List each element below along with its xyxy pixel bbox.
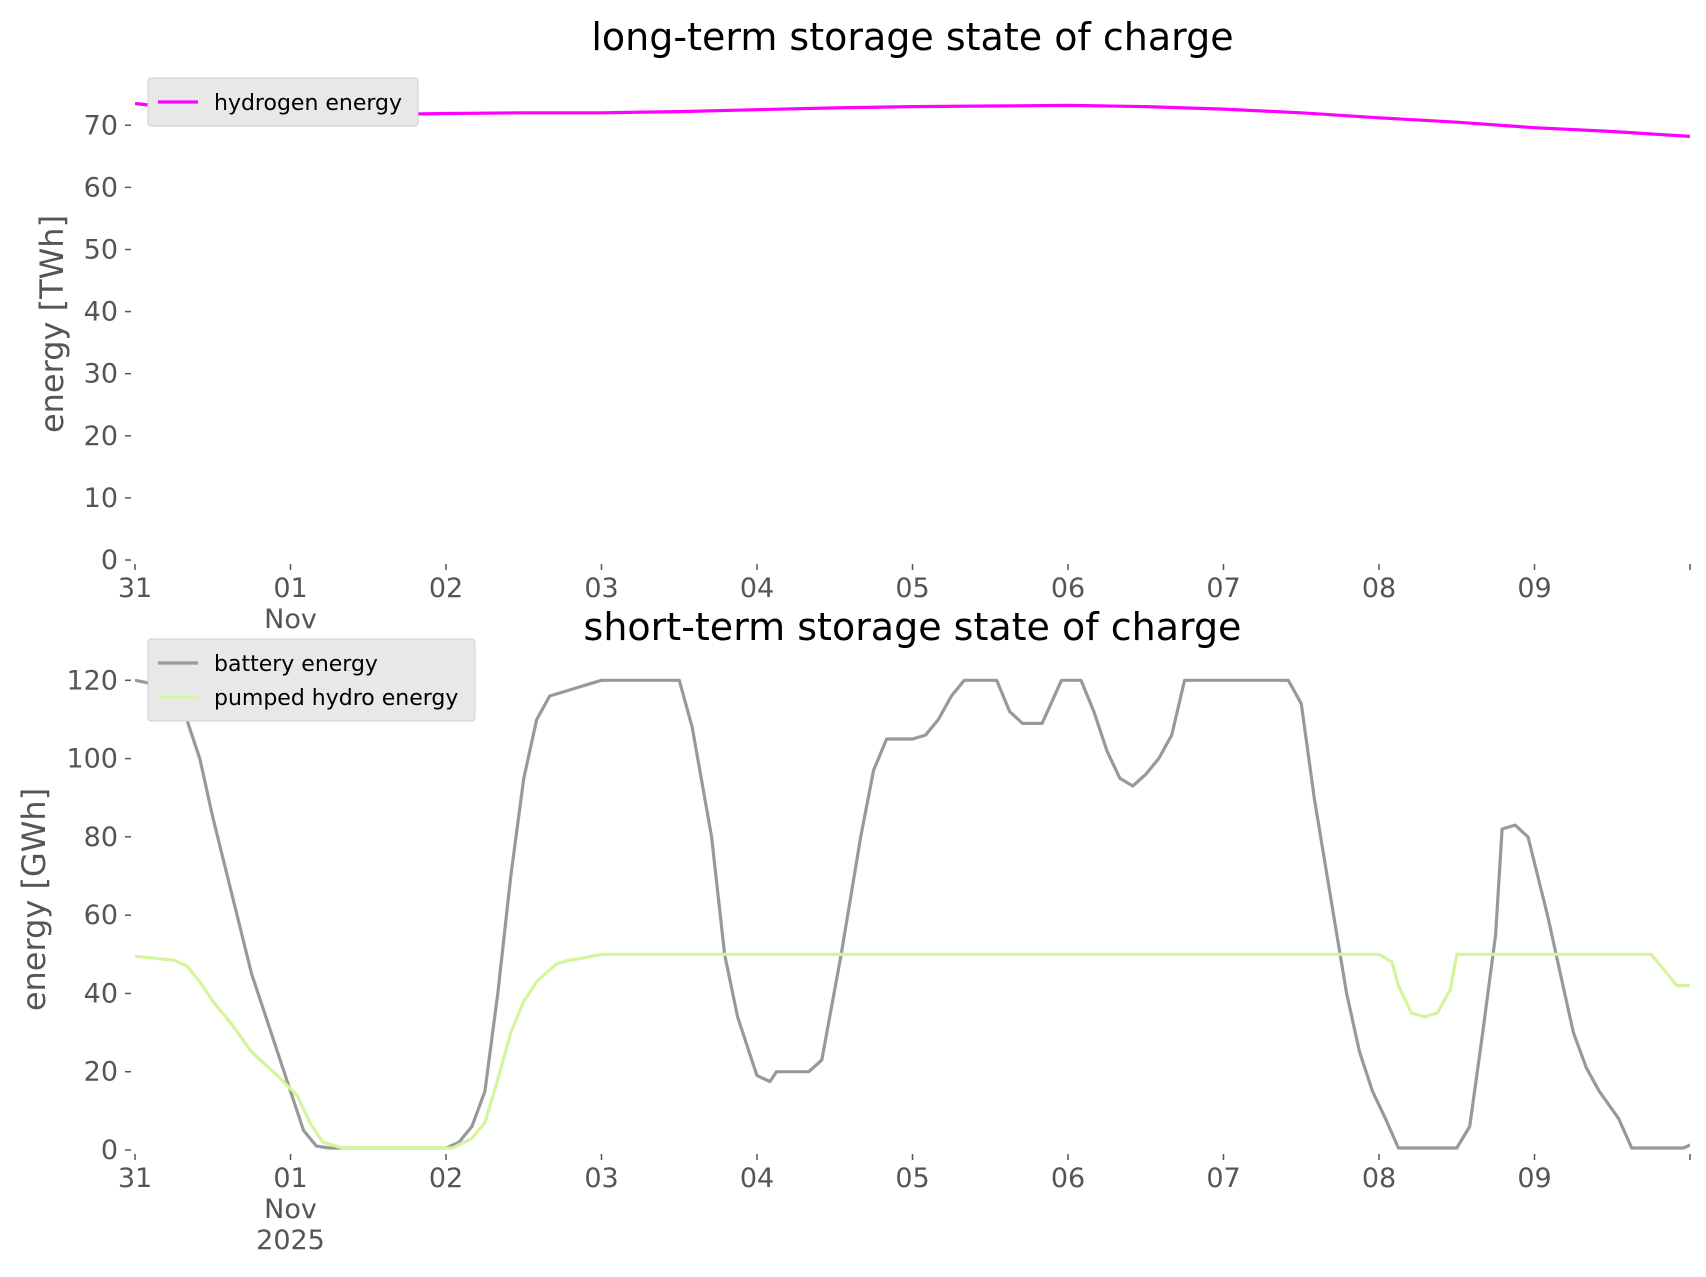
y-axis-label: energy [TWh]	[33, 215, 71, 433]
x-tick-label: 04	[740, 1163, 774, 1194]
x-tick-label: 09	[1517, 573, 1551, 604]
x-tick-label: 08	[1362, 1163, 1396, 1194]
y-tick-label: 40	[84, 297, 118, 328]
y-tick-label: 20	[84, 1057, 118, 1088]
y-tick-label: 0	[101, 1135, 118, 1166]
y-axis-label: energy [GWh]	[15, 788, 53, 1011]
y-tick-label: 60	[84, 172, 118, 203]
x-tick-label: 06	[1051, 573, 1085, 604]
x-tick-label: Nov	[264, 604, 317, 635]
x-tick-label: 07	[1206, 573, 1240, 604]
x-tick-label: 07	[1206, 1163, 1240, 1194]
legend-box	[147, 77, 419, 127]
y-tick-label: 100	[66, 744, 118, 775]
x-tick-label: 05	[895, 573, 929, 604]
legend-entry: battery energy	[214, 652, 378, 677]
x-tick-label: 09	[1517, 1163, 1551, 1194]
x-tick-label: 02	[429, 1163, 463, 1194]
x-tick-label: Nov	[264, 1194, 317, 1225]
legend-entry: pumped hydro energy	[214, 686, 458, 711]
legend-box	[147, 638, 476, 722]
y-tick-label: 20	[84, 421, 118, 452]
x-tick-label: 31	[118, 573, 152, 604]
legend: hydrogen energy	[147, 77, 419, 127]
legend: battery energy pumped hydro energy	[147, 638, 476, 722]
x-tick-label: 02	[429, 573, 463, 604]
y-tick-label: 0	[101, 545, 118, 576]
series-line-battery-energy	[135, 678, 1690, 1150]
y-tick-label: 60	[84, 900, 118, 931]
chart-title: long-term storage state of charge	[591, 15, 1233, 59]
y-tick-label: 80	[84, 822, 118, 853]
legend-entry: hydrogen energy	[214, 91, 402, 116]
chart-1: long-term storage state of charge energy …	[33, 15, 1691, 666]
y-tick-label: 30	[84, 359, 118, 390]
series-line-pumped-hydro-energy	[135, 952, 1690, 1150]
y-tick-label: 50	[84, 234, 118, 265]
y-tick-label: 70	[84, 110, 118, 141]
x-tick-label: 31	[118, 1163, 152, 1194]
x-tick-label: 01	[273, 573, 307, 604]
y-tick-label: 40	[84, 978, 118, 1009]
x-tick-label: 2025	[256, 1225, 325, 1256]
y-tick-label: 120	[66, 665, 118, 696]
x-tick-label: 08	[1362, 573, 1396, 604]
x-tick-label: 03	[584, 573, 618, 604]
chart-2: short-term storage state of charge energy…	[15, 605, 1691, 1256]
x-tick-label: 01	[273, 1163, 307, 1194]
x-tick-label: 04	[740, 573, 774, 604]
chart-title: short-term storage state of charge	[584, 605, 1242, 649]
x-tick-label: 06	[1051, 1163, 1085, 1194]
x-tick-label: 05	[895, 1163, 929, 1194]
y-tick-label: 10	[84, 483, 118, 514]
x-tick-label: 03	[584, 1163, 618, 1194]
